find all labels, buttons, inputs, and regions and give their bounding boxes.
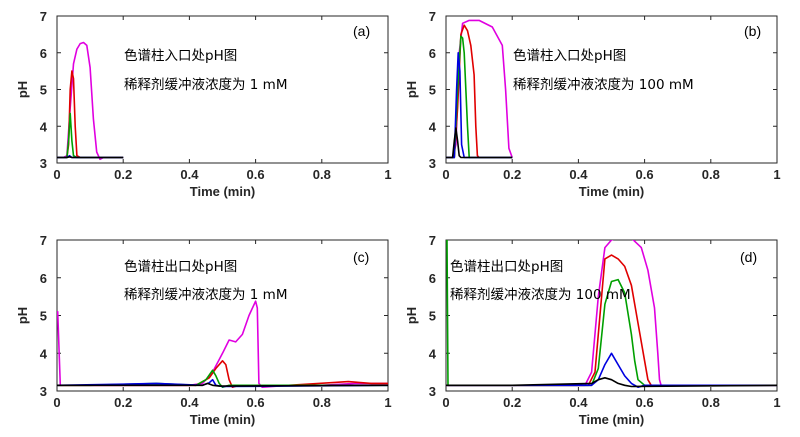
y-tick-label: 6 (40, 271, 47, 286)
y-tick-label: 6 (40, 46, 47, 61)
x-tick-label: 1 (773, 167, 780, 182)
y-tick-label: 7 (40, 9, 47, 24)
x-tick-label: 0 (442, 395, 449, 410)
x-tick-label: 0.2 (114, 167, 132, 182)
y-tick-label: 4 (429, 119, 437, 134)
plot-frame (445, 239, 778, 392)
x-tick-label: 0 (53, 395, 60, 410)
x-tick-label: 1 (384, 167, 391, 182)
y-tick-label: 3 (429, 384, 436, 399)
y-tick-label: 5 (429, 83, 436, 98)
y-tick-label: 6 (429, 46, 436, 61)
x-tick-label: 0.8 (313, 395, 331, 410)
plot-frame (56, 15, 389, 164)
x-tick-label: 0.2 (503, 395, 521, 410)
x-tick-label: 0.6 (636, 395, 654, 410)
series-line-5 (446, 127, 513, 159)
series-line-1 (446, 240, 777, 387)
y-tick-label: 4 (429, 346, 437, 361)
x-axis-label: Time (min) (190, 184, 256, 199)
chart-panel-c: 0 0.2 0.4 0.6 0.8 1 3 4 5 6 7 Time (min) pH 色谱柱出口处pH图… (15, 233, 392, 427)
y-axis-label: pH (404, 307, 419, 324)
x-axis-label: Time (min) (579, 184, 645, 199)
series-line-4 (446, 52, 513, 159)
y-tick-label: 3 (40, 384, 47, 399)
x-axis-label: Time (min) (579, 412, 645, 427)
panel-label: (d) (740, 249, 757, 265)
x-tick-label: 0.4 (569, 167, 588, 182)
annotation-line-2: 稀释剂缓冲液浓度为 100 mM (513, 77, 694, 93)
y-tick-label: 5 (429, 309, 436, 324)
y-tick-label: 7 (40, 233, 47, 248)
series-line-5 (57, 382, 388, 387)
y-axis-label: pH (404, 81, 419, 98)
annotation-line-1: 色谱柱出口处pH图 (124, 258, 237, 275)
x-tick-label: 0.2 (114, 395, 132, 410)
annotation-line-1: 色谱柱入口处pH图 (513, 47, 626, 64)
annotation-line-2: 稀释剂缓冲液浓度为 100 mM (450, 287, 631, 303)
series-line-5 (57, 156, 124, 159)
series-line-2 (446, 254, 777, 387)
y-tick-label: 6 (429, 271, 436, 286)
panel-label: (b) (744, 23, 761, 39)
x-tick-label: 0.6 (247, 167, 265, 182)
x-tick-label: 0.2 (503, 167, 521, 182)
y-axis-label: pH (15, 307, 30, 324)
y-tick-label: 3 (40, 156, 47, 171)
x-tick-label: 0.6 (247, 395, 265, 410)
x-axis-label: Time (min) (190, 412, 256, 427)
annotation-line-1: 色谱柱入口处pH图 (124, 47, 237, 64)
x-tick-label: 0.4 (180, 167, 199, 182)
x-tick-label: 0.8 (702, 395, 720, 410)
x-tick-label: 0.6 (636, 167, 654, 182)
y-tick-label: 5 (40, 309, 47, 324)
x-tick-label: 0.4 (569, 395, 588, 410)
chart-panel-d: 0 0.2 0.4 0.6 0.8 1 3 4 5 6 7 Time (min) pH 色谱柱出口处pH图… (404, 233, 781, 427)
y-tick-label: 5 (40, 83, 47, 98)
y-axis-label: pH (15, 81, 30, 98)
x-tick-label: 0 (442, 167, 449, 182)
annotation-line-2: 稀释剂缓冲液浓度为 1 mM (124, 287, 287, 303)
x-tick-label: 0 (53, 167, 60, 182)
panel-label: (a) (353, 23, 370, 39)
plot-frame (445, 15, 778, 164)
chart-panel-b: 0 0.2 0.4 0.6 0.8 1 3 4 5 6 7 Time (min) pH 色谱柱入口处pH图… (404, 9, 781, 199)
annotation-line-1: 色谱柱出口处pH图 (450, 258, 563, 275)
panel-label: (c) (353, 249, 369, 265)
annotation-line-2: 稀释剂缓冲液浓度为 1 mM (124, 77, 287, 93)
x-tick-label: 1 (384, 395, 391, 410)
x-tick-label: 0.8 (702, 167, 720, 182)
series-line-5 (446, 377, 777, 388)
x-tick-label: 0.8 (313, 167, 331, 182)
x-tick-label: 0.4 (180, 395, 199, 410)
y-tick-label: 3 (429, 156, 436, 171)
x-tick-label: 1 (773, 395, 780, 410)
y-tick-label: 7 (429, 233, 436, 248)
chart-panel-a: 0 0.2 0.4 0.6 0.8 1 3 4 5 6 7 Time (min) pH 色谱柱入口处pH图… (15, 9, 392, 199)
y-tick-label: 4 (40, 119, 48, 134)
y-tick-label: 7 (429, 9, 436, 24)
plot-frame (56, 239, 389, 392)
y-tick-label: 4 (40, 346, 48, 361)
